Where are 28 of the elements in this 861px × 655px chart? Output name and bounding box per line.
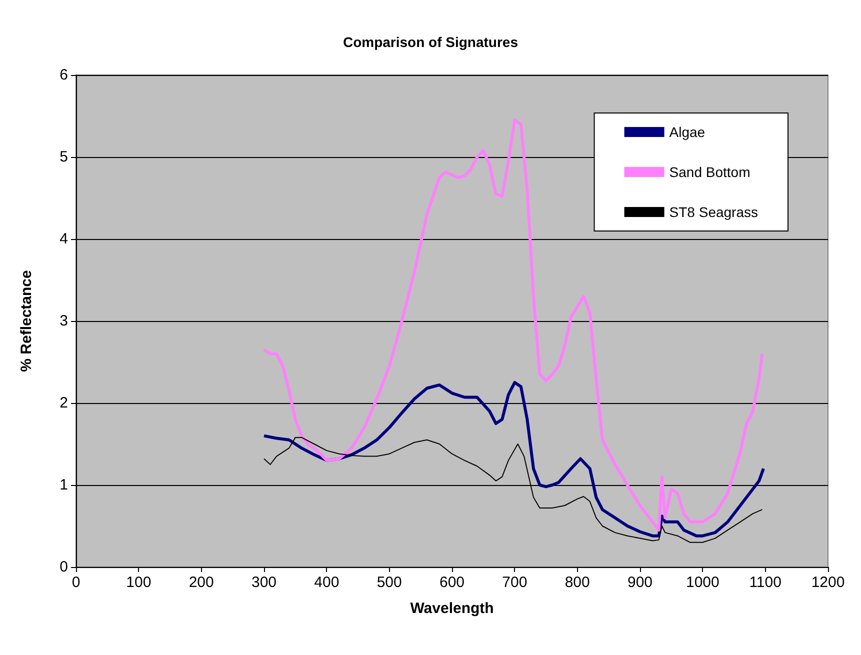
x-tick-label: 200 <box>188 574 214 591</box>
x-tick-label: 1100 <box>749 574 782 591</box>
y-tick-label: 3 <box>60 312 68 330</box>
legend-label: ST8 Seagrass <box>669 204 758 220</box>
x-axis-title: Wavelength <box>410 600 494 617</box>
y-tick-label: 0 <box>60 558 68 576</box>
y-tick-label: 2 <box>60 394 68 412</box>
x-tick-label: 1000 <box>686 574 720 591</box>
legend-label: Sand Bottom <box>669 164 750 180</box>
x-tick-label: 1200 <box>811 574 845 591</box>
x-tick-label: 900 <box>627 574 653 591</box>
y-tick-label: 6 <box>60 66 68 84</box>
x-tick-label: 100 <box>126 574 152 591</box>
x-tick-label: 800 <box>564 574 590 591</box>
x-tick-label: 700 <box>502 574 528 591</box>
x-tick-label: 300 <box>251 574 277 591</box>
y-axis-title: % Reflectance <box>18 270 35 372</box>
legend-label: Algae <box>669 124 706 140</box>
x-tick-label: 600 <box>439 574 465 591</box>
chart-title: Comparison of Signatures <box>342 34 518 50</box>
y-tick-label: 4 <box>60 230 68 248</box>
line-series <box>262 118 764 532</box>
x-tick-label: 500 <box>376 574 402 591</box>
line-series <box>262 381 765 538</box>
y-tick-label: 1 <box>60 476 68 494</box>
y-tick-label: 5 <box>60 148 68 166</box>
x-tick-label: 0 <box>72 574 80 591</box>
x-tick-label: 400 <box>314 574 340 591</box>
